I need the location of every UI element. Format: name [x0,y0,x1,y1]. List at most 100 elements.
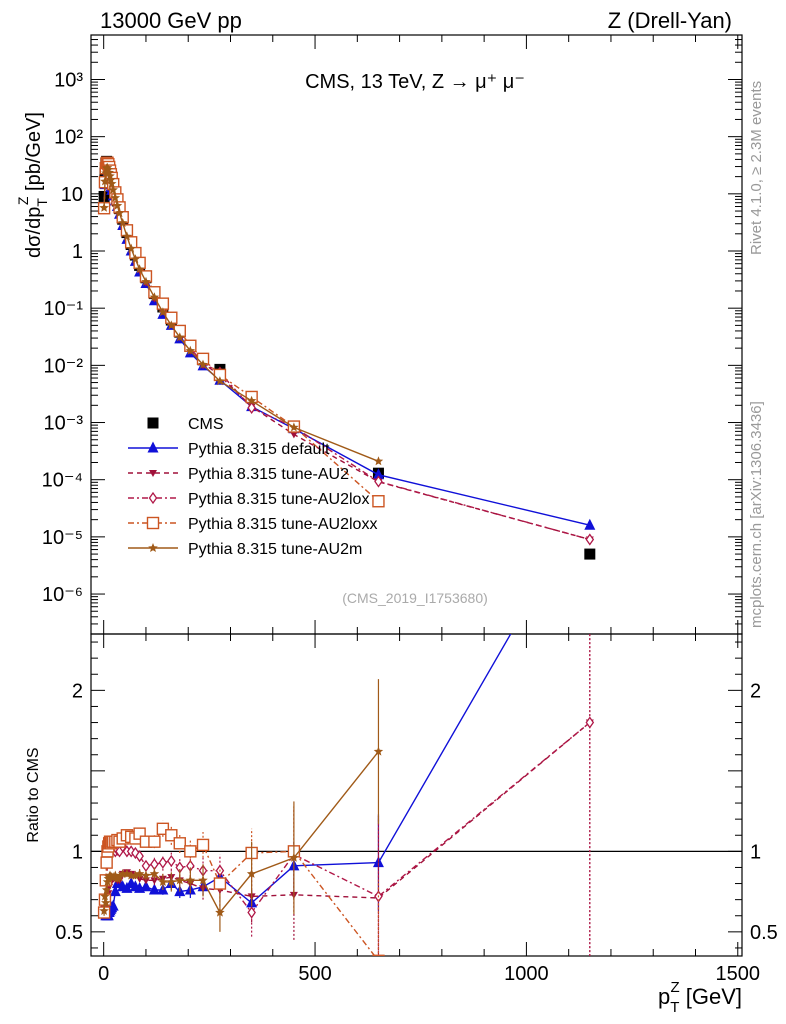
ratio-point-series-2 [167,854,176,868]
main-x-axis [103,35,739,634]
legend-marker-series-3 [148,491,158,505]
legend-marker-series-0 [147,417,159,429]
ratio-point-series-0 [140,880,152,892]
analysis-watermark: (CMS_2019_I1753680) [342,590,488,606]
main-line-series-3 [103,162,590,541]
main-point-series-1 [584,518,596,530]
ratio-point-series-4 [117,868,128,878]
main-point-series-5 [117,217,128,227]
main-point-series-5 [198,359,208,369]
ratio-point-series-1 [150,877,159,885]
main-point-series-5 [114,208,125,218]
ratio-point-series-2 [585,716,595,729]
main-point-series-5 [99,202,109,212]
main-y-tick-label: 10⁻⁶ [42,584,83,606]
ratio-point-series-2 [141,859,151,872]
legend-label-series-5: Pythia 8.315 tune-AU2m [188,541,362,558]
ratio-series [97,491,595,956]
main-panel: 10³ 10² 10 1 10⁻¹ 10⁻² 10⁻³ 10⁻⁴ 10⁻⁵ 10⁻⁶ CMS, 1… [42,34,743,635]
ratio-x-tick-label: 1500 [716,963,761,985]
main-y-tick-label: 10⁻⁵ [42,527,83,549]
ratio-point-series-4 [100,891,110,901]
ratio-point-series-3 [173,837,186,850]
legend-marker-series-2 [149,470,157,477]
ratio-point-series-3 [148,835,161,848]
main-y-axis-title: dσ/dpTZ [pb/GeV] [15,112,50,258]
main-y-tick-label: 10 [61,184,83,206]
main-point-series-5 [166,320,177,330]
main-y-tick-label: 10⁻³ [44,413,84,435]
ratio-y-tick-label-right: 2 [750,680,761,702]
ratio-x-tick-label: 0 [98,963,109,985]
ratio-panel: 0.5 0.5 1 1 2 2 0 500 1000 1500 [55,491,778,985]
main-point-series-5 [158,307,168,317]
ratio-point-series-3 [165,829,178,842]
main-series [97,155,596,560]
ratio-x-axis: 0 500 1000 1500 [98,634,760,985]
header-right-title: Z (Drell-Yan) [608,8,732,33]
legend-label-series-2: Pythia 8.315 tune-AU2 [188,466,349,483]
ratio-point-series-4 [373,746,384,756]
legend-label-series-1: Pythia 8.315 default [188,441,330,458]
main-plot-title: CMS, 13 TeV, Z → μ⁺ μ⁻ [305,71,525,93]
ratio-point-series-4 [99,905,109,915]
ratio-point-series-3 [184,845,197,858]
legend-marker-series-5 [148,543,158,552]
ratio-point-series-4 [198,875,208,885]
ratio-point-series-4 [289,852,299,862]
main-y-tick-label: 10² [54,127,83,149]
main-y-tick-label: 10⁻² [44,355,84,377]
ratio-point-series-4 [215,907,225,917]
ratio-point-series-2 [135,850,144,863]
main-point-series-5 [108,184,118,194]
main-y-axis: 10³ 10² 10 1 10⁻¹ 10⁻² 10⁻³ 10⁻⁴ 10⁻⁵ 10⁻⁶ [42,34,742,635]
ratio-point-series-4 [158,876,168,886]
ratio-point-series-0 [107,899,119,911]
ratio-point-series-4 [114,872,125,882]
main-point-series-3 [247,401,256,415]
ratio-point-series-2 [247,906,256,919]
main-point-series-5 [246,395,257,405]
ratio-y-tick-label: 1 [72,841,83,863]
main-point-series-5 [175,332,185,342]
main-point-series-5 [134,264,145,274]
ratio-point-series-3 [213,877,227,890]
ratio-point-series-4 [122,868,132,878]
ratio-point-series-3 [372,954,385,956]
main-point-series-5 [215,376,225,386]
ratio-y-tick-label-right: 1 [750,841,761,863]
legend-marker-series-4 [146,516,160,530]
legend: CMS Pythia 8.315 default Pythia 8.315 tune… [128,416,377,558]
ratio-point-series-3 [156,822,170,836]
ratio-x-tick-label: 1000 [504,963,549,985]
rivet-version-label: Rivet 4.1.0, ≥ 2.3M events [748,81,765,255]
legend-marker-series-1 [147,441,159,453]
main-y-tick-label: 1 [72,241,83,263]
ratio-frame [90,633,743,957]
ratio-point-series-4 [101,897,111,907]
main-point-series-5 [110,192,121,202]
main-point-series-5 [289,422,299,432]
ratio-point-series-4 [185,875,196,885]
legend-label-series-0: CMS [188,416,224,433]
main-point-series-2 [289,431,298,439]
main-point-series-3 [374,475,383,488]
ratio-point-series-4 [134,868,145,878]
ratio-point-series-3 [133,827,146,840]
main-point-series-5 [149,292,160,302]
ratio-point-series-0 [584,491,595,502]
main-line-series-2 [103,170,590,541]
ratio-point-series-3 [100,856,113,869]
main-point-series-5 [126,243,136,253]
main-line-series-5 [103,166,379,462]
main-point-series-5 [105,171,115,181]
main-point-series-5 [141,276,151,286]
ratio-point-series-4 [149,868,160,878]
ratio-y-tick-label: 0.5 [55,922,83,944]
main-point-series-4 [372,495,385,508]
main-point-series-0 [584,548,596,560]
main-point-series-5 [373,456,384,466]
legend-label-series-4: Pythia 8.315 tune-AU2loxx [188,516,377,533]
ratio-point-series-1 [141,877,150,885]
